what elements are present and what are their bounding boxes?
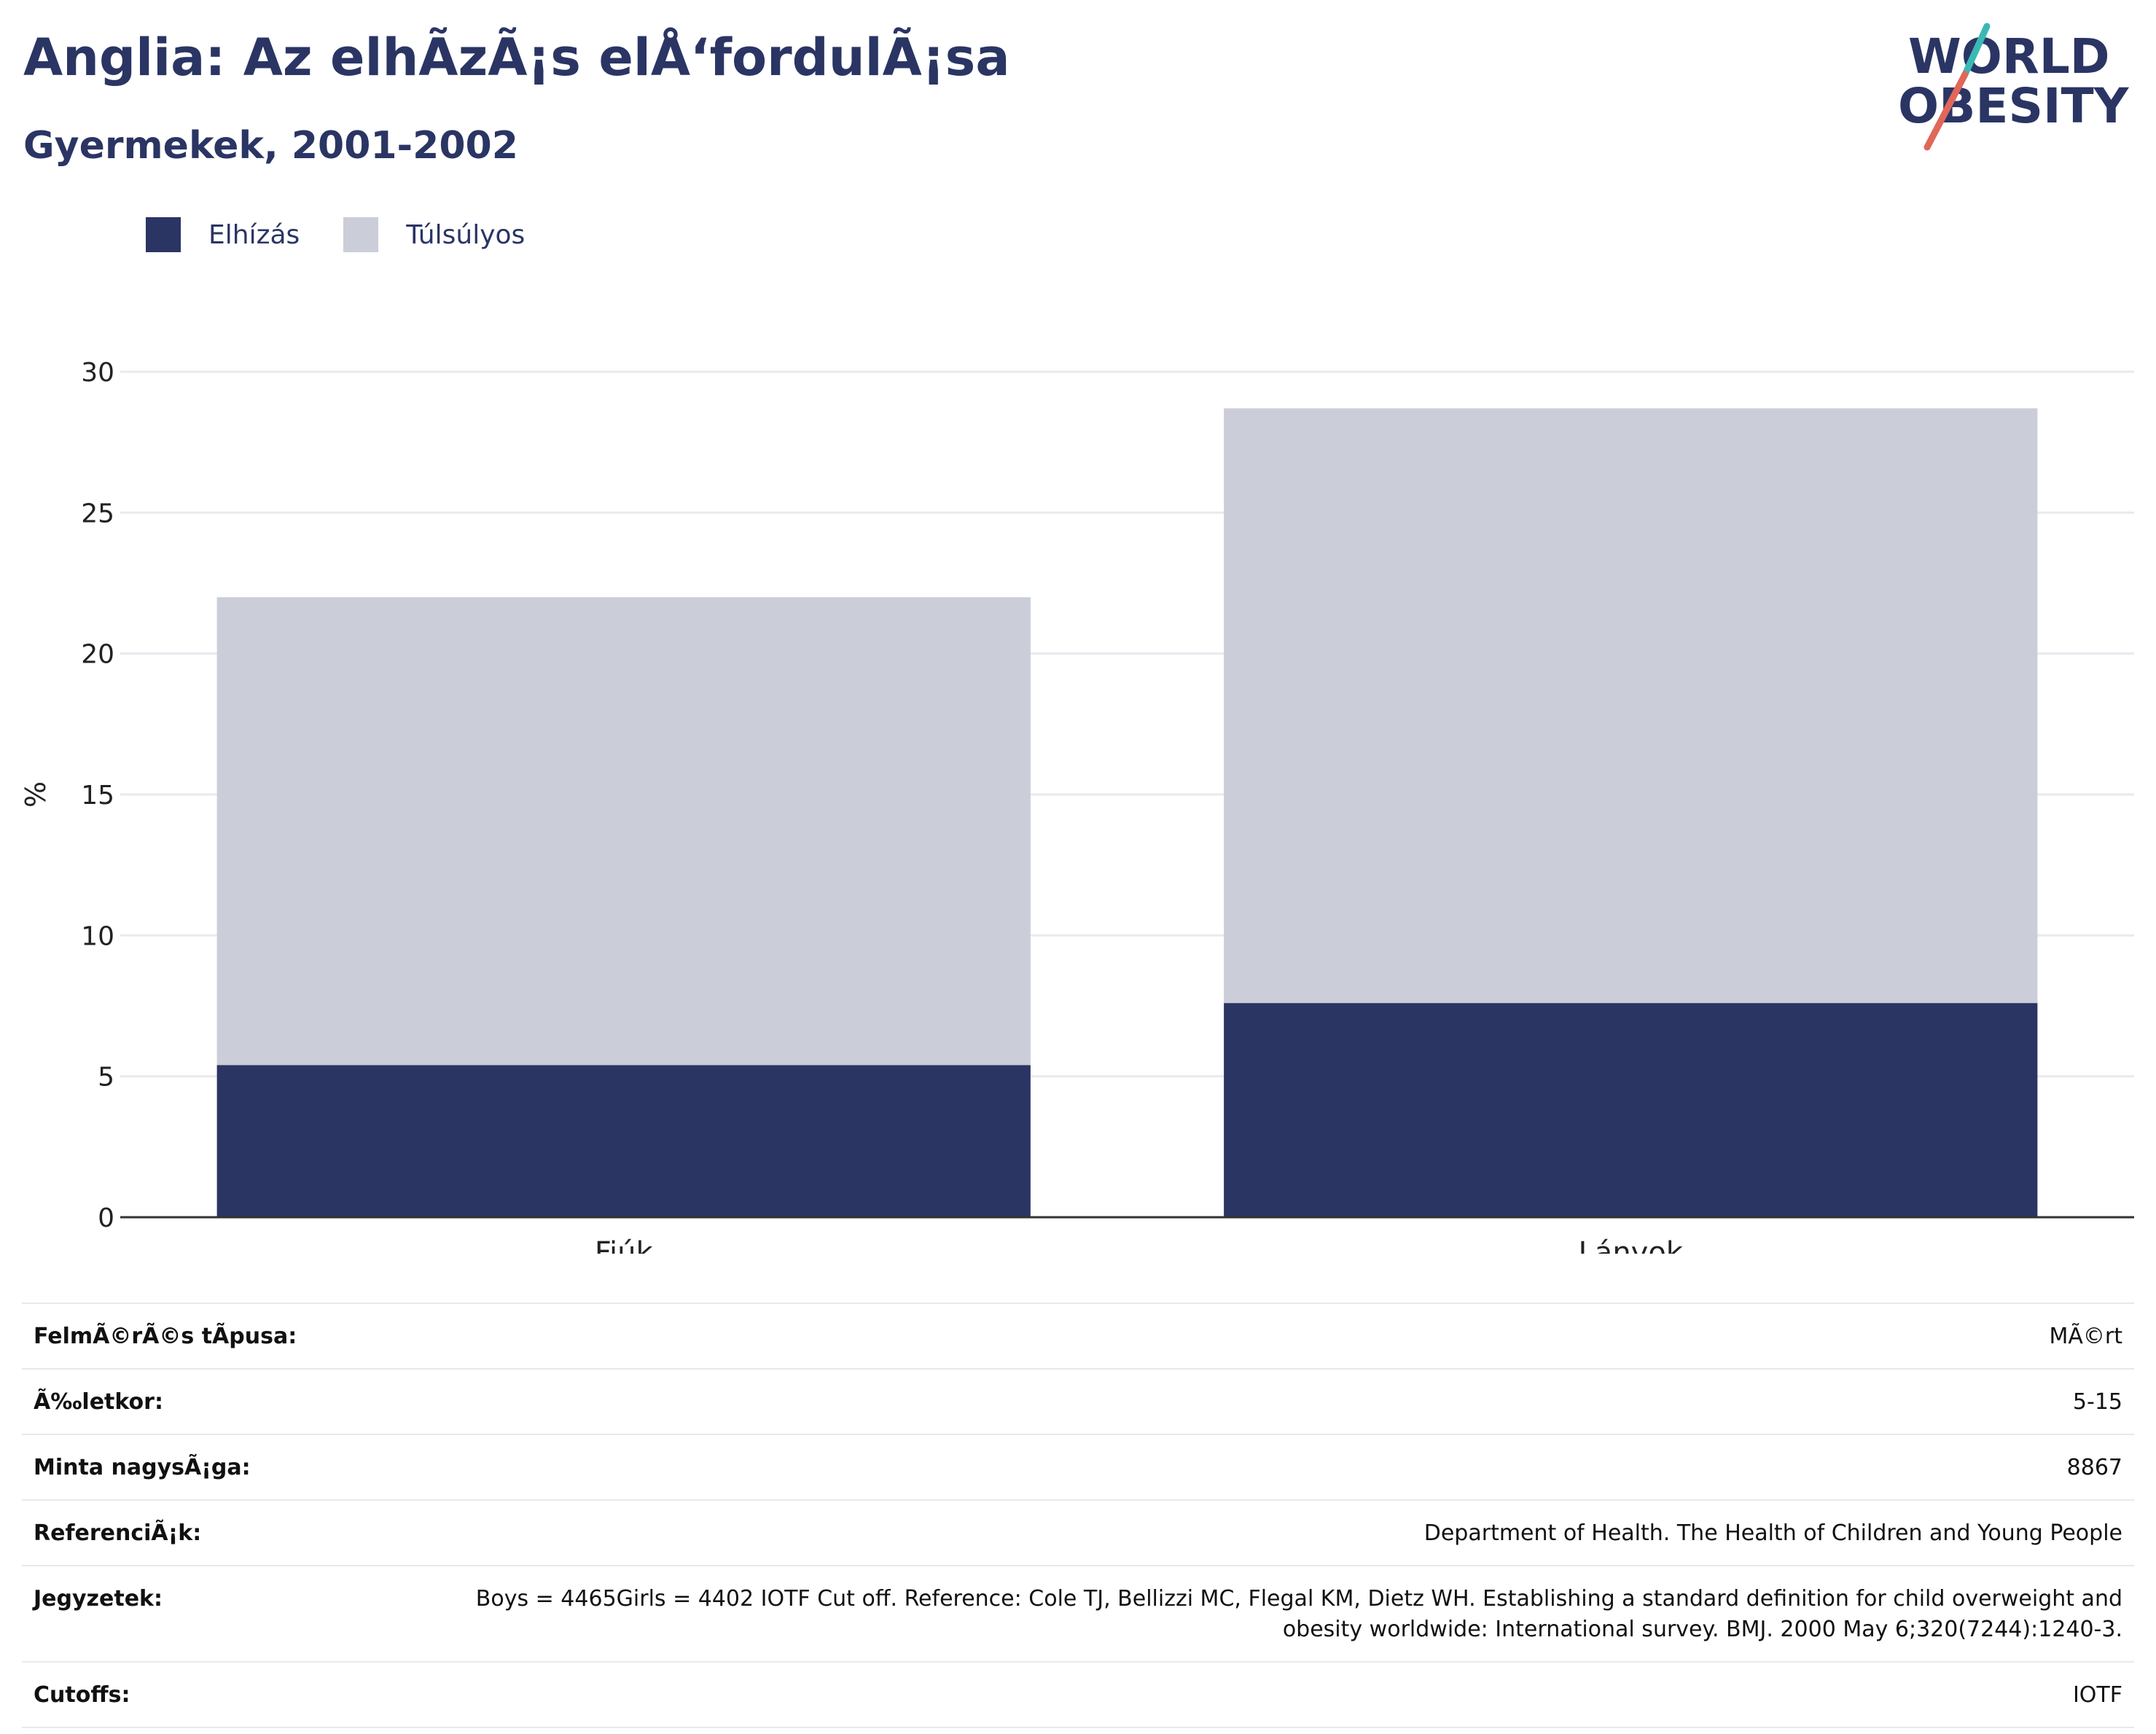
stacked-bar-chart: 0 5 10 15 20 25 30 Fiúk Lányok % <box>20 358 2134 1254</box>
details-key: Ã‰letkor: <box>34 1389 163 1415</box>
y-axis-label: % <box>20 781 52 808</box>
details-value: Boys = 4465Girls = 4402 IOTF Cut off. Re… <box>475 1586 2122 1642</box>
bar-segment-overweight <box>216 597 1031 1066</box>
legend-label-obesity: Elhízás <box>208 219 300 250</box>
chart-bars <box>216 408 2038 1217</box>
details-value: 5-15 <box>2072 1389 2122 1415</box>
details-row: ReferenciÃ¡k: Department of Health. The H… <box>22 1500 2134 1566</box>
details-row: Minta nagysÃ¡ga: 8867 <box>22 1434 2134 1500</box>
y-axis-ticks: 0 5 10 15 20 25 30 <box>81 358 114 1233</box>
details-value: MÃ©rt <box>2049 1324 2122 1349</box>
details-key: Minta nagysÃ¡ga: <box>34 1455 251 1480</box>
bar-segment-overweight <box>1224 408 2038 1004</box>
logo-word-world: WORLD <box>1908 28 2110 85</box>
chart-subtitle: Gyermekek, 2001-2002 <box>23 124 518 168</box>
logo-word-obesity: OBESITY <box>1898 78 2130 134</box>
details-row: Cutoffs: IOTF <box>22 1662 2134 1727</box>
y-tick-label: 25 <box>81 499 114 528</box>
details-key: Cutoffs: <box>34 1682 130 1708</box>
details-value: 8867 <box>2066 1455 2122 1480</box>
details-value: IOTF <box>2072 1682 2122 1708</box>
bar-segment-obesity <box>216 1065 1031 1217</box>
survey-details-table: FelmÃ©rÃ©s tÃpusa: MÃ©rt Ã‰letkor: 5-15 Mint… <box>22 1303 2134 1728</box>
legend-item-obesity: Elhízás <box>146 217 300 252</box>
details-key: ReferenciÃ¡k: <box>34 1520 202 1546</box>
details-row: Ã‰letkor: 5-15 <box>22 1369 2134 1434</box>
details-row: Jegyzetek: Boys = 4465Girls = 4402 IOTF C… <box>22 1566 2134 1662</box>
y-tick-label: 10 <box>81 921 114 951</box>
y-tick-label: 20 <box>81 640 114 670</box>
bar-segment-obesity <box>1224 1003 2038 1217</box>
legend-swatch-overweight <box>343 217 379 252</box>
details-key: FelmÃ©rÃ©s tÃpusa: <box>34 1324 297 1349</box>
y-tick-label: 5 <box>98 1063 114 1093</box>
chart-legend: Elhízás Túlsúlyos <box>146 217 569 252</box>
x-tick-label: Lányok <box>1579 1236 1684 1254</box>
x-axis-ticks: Fiúk Lányok <box>595 1236 1684 1254</box>
x-tick-label: Fiúk <box>595 1236 654 1254</box>
chart-title: Anglia: Az elhÃzÃ¡s elÅ‘fordulÃ¡sa <box>23 28 1010 87</box>
details-row: FelmÃ©rÃ©s tÃpusa: MÃ©rt <box>22 1303 2134 1369</box>
legend-label-overweight: Túlsúlyos <box>406 219 526 250</box>
details-value: Department of Health. The Health of Chil… <box>1423 1520 2122 1546</box>
y-tick-label: 0 <box>98 1203 114 1233</box>
legend-item-overweight: Túlsúlyos <box>343 217 525 252</box>
world-obesity-logo: WORLD OBESITY <box>1898 23 2130 151</box>
legend-swatch-obesity <box>146 217 181 252</box>
y-tick-label: 15 <box>81 781 114 811</box>
details-key: Jegyzetek: <box>34 1586 163 1612</box>
y-tick-label: 30 <box>81 358 114 388</box>
